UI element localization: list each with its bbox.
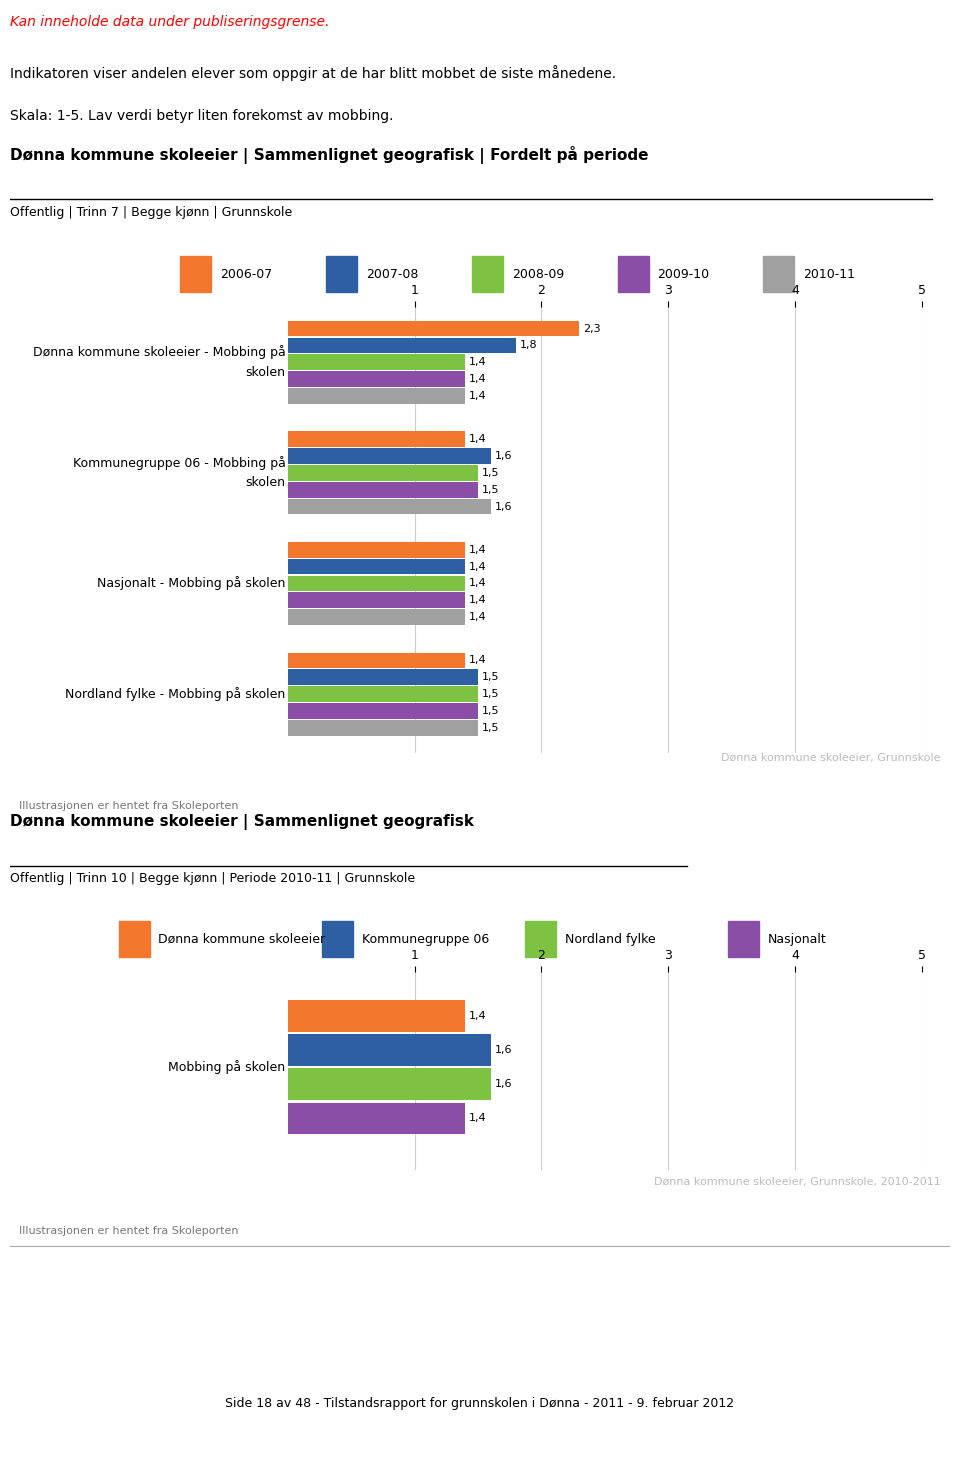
Bar (288, 652, 466, 668)
Bar (288, 482, 478, 497)
Text: 1,4: 1,4 (469, 1012, 487, 1020)
Text: 1,5: 1,5 (482, 689, 499, 699)
Text: 1,4: 1,4 (469, 357, 487, 367)
Text: Dønna kommune skoleeier, Grunnskole, 2010-2011: Dønna kommune skoleeier, Grunnskole, 201… (655, 1177, 941, 1187)
Bar (728, 921, 759, 958)
Bar (288, 610, 466, 624)
Text: Skala: 1-5. Lav verdi betyr liten forekomst av mobbing.: Skala: 1-5. Lav verdi betyr liten foreko… (10, 110, 393, 123)
Bar (288, 670, 478, 686)
Text: Nasjonalt: Nasjonalt (768, 933, 827, 946)
Bar (763, 256, 794, 292)
Bar (288, 320, 580, 336)
Text: 1,6: 1,6 (494, 1079, 512, 1089)
Text: Nordland fylke - Mobbing på skolen: Nordland fylke - Mobbing på skolen (65, 687, 285, 700)
Text: Nasjonalt - Mobbing på skolen: Nasjonalt - Mobbing på skolen (97, 576, 285, 591)
Text: Dønna kommune skoleeier | Sammenlignet geografisk | Fordelt på periode: Dønna kommune skoleeier | Sammenlignet g… (10, 146, 648, 164)
Text: skolen: skolen (246, 477, 285, 490)
Text: 1,5: 1,5 (482, 485, 499, 494)
Bar (119, 921, 150, 958)
Bar (288, 338, 516, 354)
Text: Indikatoren viser andelen elever som oppgir at de har blitt mobbet de siste måne: Indikatoren viser andelen elever som opp… (10, 64, 615, 80)
Text: Dønna kommune skoleeier - Mobbing på: Dønna kommune skoleeier - Mobbing på (33, 345, 285, 360)
Bar (288, 1034, 491, 1066)
Text: 1,4: 1,4 (469, 1114, 487, 1123)
Bar (617, 256, 649, 292)
Bar (288, 1102, 466, 1135)
Bar (472, 256, 503, 292)
Text: 1,4: 1,4 (469, 561, 487, 572)
Bar (288, 449, 491, 463)
Bar (288, 1000, 466, 1032)
Bar (288, 354, 466, 370)
Bar (322, 921, 352, 958)
Bar (288, 576, 466, 591)
Text: 1,4: 1,4 (469, 374, 487, 385)
Bar (326, 256, 357, 292)
Bar (288, 686, 478, 702)
Text: 1,5: 1,5 (482, 468, 499, 478)
Text: Dønna kommune skoleeier | Sammenlignet geografisk: Dønna kommune skoleeier | Sammenlignet g… (10, 814, 473, 830)
Text: Kommunegruppe 06: Kommunegruppe 06 (362, 933, 489, 946)
Text: 1,4: 1,4 (469, 390, 487, 401)
Text: 1,4: 1,4 (469, 613, 487, 623)
Text: 1,5: 1,5 (482, 722, 499, 732)
Text: 2010-11: 2010-11 (804, 268, 855, 281)
Text: 1,4: 1,4 (469, 434, 487, 444)
Text: Dønna kommune skoleeier, Grunnskole: Dønna kommune skoleeier, Grunnskole (722, 753, 941, 763)
Text: 1,5: 1,5 (482, 673, 499, 683)
Text: 1,5: 1,5 (482, 706, 499, 716)
Bar (288, 431, 466, 447)
Text: 1,4: 1,4 (469, 579, 487, 589)
Text: 2,3: 2,3 (584, 323, 601, 333)
Text: 2008-09: 2008-09 (512, 268, 564, 281)
Text: Kommunegruppe 06 - Mobbing på: Kommunegruppe 06 - Mobbing på (73, 456, 285, 469)
Bar (288, 542, 466, 557)
Text: Offentlig | Trinn 7 | Begge kjønn | Grunnskole: Offentlig | Trinn 7 | Begge kjønn | Grun… (10, 206, 292, 218)
Bar (288, 719, 478, 735)
Text: Illustrasjonen er hentet fra Skoleporten: Illustrasjonen er hentet fra Skoleporten (19, 1225, 238, 1235)
Bar (288, 558, 466, 575)
Text: 1,8: 1,8 (520, 341, 538, 351)
Text: 1,4: 1,4 (469, 545, 487, 554)
Text: 2009-10: 2009-10 (658, 268, 709, 281)
Text: Kan inneholde data under publiseringsgrense.: Kan inneholde data under publiseringsgre… (10, 15, 329, 29)
Text: 2006-07: 2006-07 (220, 268, 273, 281)
Bar (180, 256, 211, 292)
Text: Nordland fylke: Nordland fylke (564, 933, 656, 946)
Bar (288, 465, 478, 481)
Text: 1,4: 1,4 (469, 595, 487, 605)
Text: 1,6: 1,6 (494, 501, 512, 512)
Text: skolen: skolen (246, 366, 285, 379)
Bar (288, 703, 478, 719)
Bar (288, 1069, 491, 1099)
Text: Illustrasjonen er hentet fra Skoleporten: Illustrasjonen er hentet fra Skoleporten (19, 801, 238, 811)
Text: 1,4: 1,4 (469, 655, 487, 665)
Text: 2007-08: 2007-08 (366, 268, 419, 281)
Text: Dønna kommune skoleeier: Dønna kommune skoleeier (158, 933, 325, 946)
Bar (525, 921, 556, 958)
Bar (288, 387, 466, 404)
Bar (288, 592, 466, 608)
Bar (288, 499, 491, 515)
Bar (288, 371, 466, 387)
Text: Side 18 av 48 - Tilstandsrapport for grunnskolen i Dønna - 2011 - 9. februar 201: Side 18 av 48 - Tilstandsrapport for gru… (226, 1398, 734, 1409)
Text: 1,6: 1,6 (494, 1045, 512, 1056)
Text: Offentlig | Trinn 10 | Begge kjønn | Periode 2010-11 | Grunnskole: Offentlig | Trinn 10 | Begge kjønn | Per… (10, 871, 415, 885)
Text: 1,6: 1,6 (494, 452, 512, 461)
Text: Mobbing på skolen: Mobbing på skolen (168, 1060, 285, 1075)
